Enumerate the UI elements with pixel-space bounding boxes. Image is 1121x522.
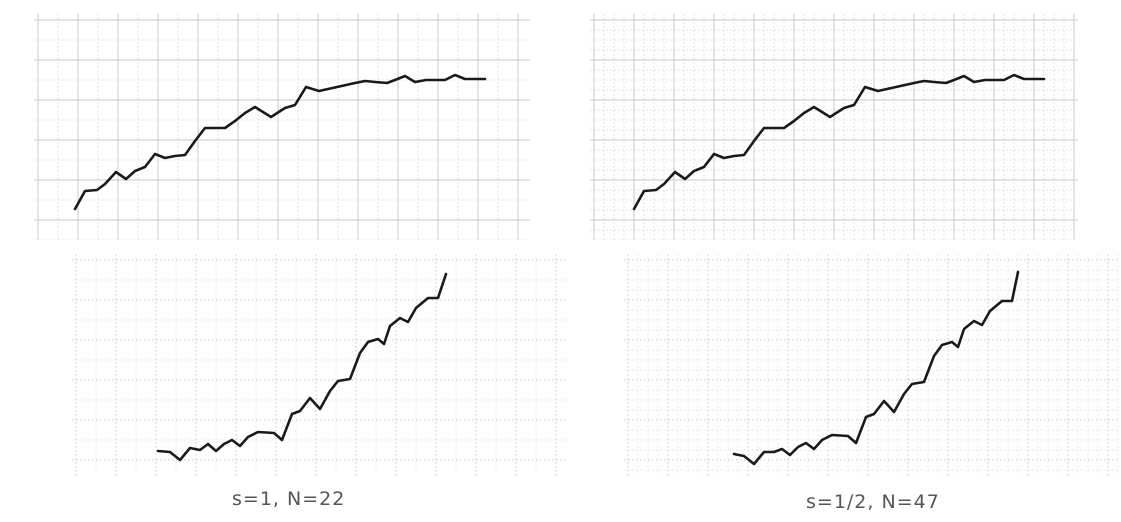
curve-top-right	[632, 73, 1046, 211]
panel-bottom-left	[72, 254, 566, 478]
grid-fine	[624, 254, 1120, 478]
grid-plot-top-left	[34, 14, 530, 240]
curve-bottom-right	[732, 270, 1020, 466]
grid-plot-top-right	[590, 14, 1078, 240]
grid-plot-bottom-right	[624, 254, 1120, 478]
caption-right: s=1/2, N=47	[806, 491, 940, 513]
panel-top-left	[34, 14, 530, 240]
curve-bottom-left	[156, 272, 448, 462]
grid-plot-bottom-left	[72, 254, 566, 478]
panel-bottom-right	[624, 254, 1120, 478]
grid-coarse	[72, 254, 566, 478]
grid-fine	[590, 14, 1078, 240]
curve-top-left	[73, 73, 487, 211]
caption-left: s=1, N=22	[232, 488, 346, 510]
panel-top-right	[590, 14, 1078, 240]
grid-coarse	[34, 14, 530, 240]
